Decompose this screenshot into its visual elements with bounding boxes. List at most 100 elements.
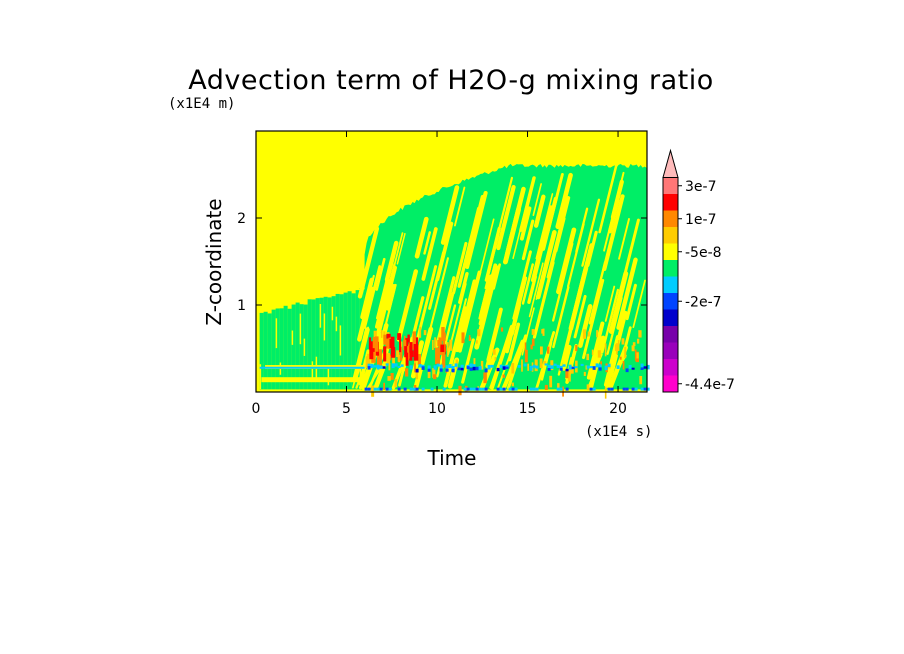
field-cell: [365, 356, 368, 369]
field-cell: [394, 363, 398, 367]
field-cell: [291, 330, 294, 345]
field-cell: [586, 384, 590, 391]
field-cell: [323, 296, 328, 390]
colorbar-bin: [663, 342, 678, 359]
field-cell: [547, 364, 551, 369]
field-cell: [446, 342, 449, 351]
field-cell: [610, 387, 614, 391]
field-cell: [559, 387, 563, 391]
field-cell: [531, 338, 535, 346]
field-cell: [541, 329, 544, 334]
field-cell: [392, 354, 395, 364]
field-cell: [475, 366, 479, 371]
field-cell: [371, 345, 376, 363]
field-cell: [632, 342, 636, 347]
field-cell: [502, 374, 505, 378]
colorbar-bin: [663, 293, 678, 310]
field-cell: [531, 329, 535, 335]
field-cell: [622, 361, 625, 370]
field-cell: [311, 361, 314, 381]
field-cell: [412, 387, 416, 391]
field-cell: [478, 366, 482, 370]
field-cell: [439, 364, 443, 370]
field-cell: [391, 363, 395, 369]
colorbar-bin: [663, 359, 678, 376]
field-cell: [367, 387, 371, 391]
colorbar-extend-arrow: [662, 148, 679, 178]
field-cell: [524, 349, 528, 363]
field-cell: [532, 261, 555, 339]
field-cell: [339, 325, 342, 356]
field-cell: [451, 365, 455, 371]
field-cell: [511, 387, 515, 391]
field-cell: [409, 365, 413, 370]
field-cell: [592, 366, 596, 370]
field-cell: [469, 367, 473, 371]
field-cell: [449, 339, 453, 351]
field-cell: [510, 303, 521, 336]
field-cell: [414, 359, 417, 364]
colorbar-bin: [663, 243, 678, 260]
y-axis-ticks: 12: [237, 211, 647, 314]
field-cell: [437, 340, 441, 347]
field-cell: [263, 311, 268, 390]
field-cell: [347, 291, 352, 390]
field-cell: [552, 242, 574, 322]
field-cell: [539, 346, 543, 355]
colorbar-bin: [663, 260, 678, 277]
field-cell: [479, 218, 495, 276]
field-cell: [396, 350, 400, 358]
field-cell: [397, 333, 400, 340]
field-cell: [364, 387, 368, 391]
field-cell: [435, 276, 456, 348]
colorbar-bin: [663, 210, 678, 227]
field-cell: [385, 363, 389, 366]
field-cell: [375, 257, 386, 291]
field-cell: [303, 338, 306, 356]
field-cell: [432, 339, 434, 350]
field-cell: [388, 387, 392, 391]
field-cell: [385, 283, 397, 311]
y-tick-label: 1: [237, 298, 246, 314]
field-cell: [542, 328, 545, 336]
field-cell: [595, 363, 599, 368]
colorbar-label: -4.4e-7: [685, 377, 735, 393]
field-cell: [443, 306, 467, 388]
field-cell: [587, 353, 603, 389]
field-cell: [586, 321, 605, 380]
field-cell: [387, 376, 391, 381]
field-cell: [532, 364, 536, 368]
field-cell: [376, 387, 380, 391]
field-cell: [442, 387, 446, 391]
field-cell: [588, 335, 606, 390]
field-cell: [414, 360, 416, 373]
field-cell: [440, 344, 445, 353]
field-cell: [385, 387, 389, 391]
field-cell: [546, 173, 564, 234]
field-cell: [550, 365, 554, 369]
field-cell: [373, 387, 377, 391]
x-tick-label: 10: [428, 401, 446, 417]
field-cell: [639, 376, 643, 385]
field-cell: [383, 382, 386, 390]
field-cell: [502, 207, 521, 265]
field-cell: [543, 361, 547, 365]
field-cell: [453, 186, 466, 227]
field-cell: [493, 176, 514, 248]
field-cell: [423, 330, 427, 336]
field-cell: [331, 296, 336, 390]
chart-title: Advection term of H2O-g mixing ratio: [188, 65, 714, 96]
field-cell: [631, 387, 635, 391]
field-cell: [405, 338, 409, 354]
field-cell: [624, 346, 627, 359]
field-cell: [596, 330, 598, 338]
field-cell: [527, 363, 530, 371]
field-cell: [616, 365, 620, 369]
field-cell: [567, 369, 571, 382]
field-cell: [351, 293, 356, 390]
field-cell: [475, 340, 478, 344]
field-cell: [636, 352, 639, 359]
field-cell: [602, 194, 625, 271]
field-cell: [421, 387, 425, 391]
field-cell: [327, 366, 330, 386]
